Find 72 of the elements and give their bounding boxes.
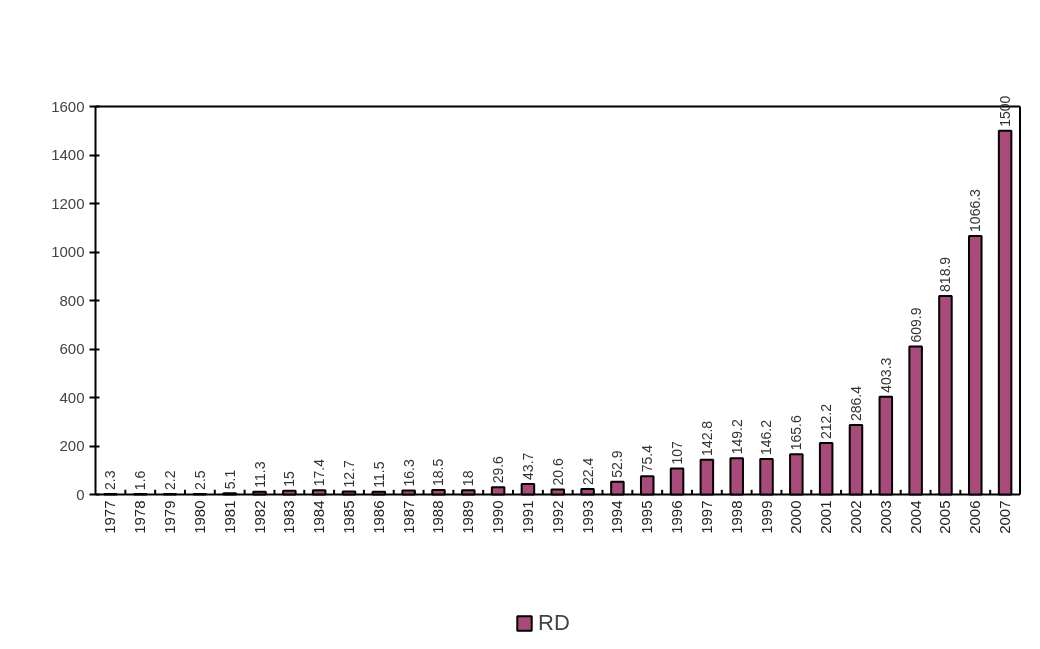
x-tick-label: 1989: [459, 500, 477, 534]
legend-label: RD: [538, 610, 570, 636]
data-label: 2.5: [191, 470, 208, 490]
x-tick-label: 1997: [697, 500, 715, 534]
data-label: 43.7: [519, 452, 536, 480]
x-tick-label: 1981: [220, 500, 238, 534]
data-label: 11.5: [370, 461, 387, 488]
x-tick-label: 1995: [638, 500, 656, 534]
x-tick-label: 1992: [548, 500, 566, 534]
x-tick-label: 1991: [518, 500, 536, 534]
x-tick-label: 2007: [996, 500, 1014, 534]
x-tick-label: 2006: [966, 500, 984, 534]
y-tick-label: 400: [59, 388, 85, 406]
x-tick-label: 2001: [817, 500, 835, 534]
data-label: 1500: [997, 95, 1014, 127]
x-tick-label: 1993: [578, 500, 596, 534]
x-tick-label: 1980: [190, 500, 208, 534]
x-tick-label: 2002: [846, 500, 864, 534]
x-tick-label: 2005: [936, 500, 954, 534]
data-label: 11.3: [251, 461, 268, 488]
y-tick-label: 1200: [51, 194, 85, 212]
x-tick-label: 1987: [399, 500, 417, 534]
data-label: 75.4: [639, 444, 656, 473]
data-label: 286.4: [847, 385, 864, 422]
x-tick-label: 1979: [161, 500, 179, 534]
x-tick-label: 1977: [101, 500, 119, 534]
x-tick-label: 1990: [489, 500, 507, 534]
data-label: 142.8: [698, 420, 715, 456]
data-label: 212.2: [818, 403, 835, 440]
x-tick-label: 1996: [668, 500, 686, 534]
x-tick-label: 1983: [280, 500, 298, 534]
y-tick-label: 1400: [51, 146, 85, 163]
data-label: 1.6: [132, 470, 149, 491]
x-tick-label: 1994: [608, 500, 626, 534]
data-label: 146.2: [758, 419, 775, 456]
x-tick-label: 1986: [369, 500, 387, 534]
data-label: 29.6: [490, 455, 507, 484]
data-label: 22.4: [579, 457, 596, 486]
data-label: 1066.3: [967, 188, 984, 232]
data-label: 818.9: [937, 256, 954, 292]
y-tick-label: 0: [76, 485, 85, 503]
x-tick-label: 2004: [906, 500, 924, 534]
x-tick-label: 2000: [787, 500, 805, 534]
data-label: 18.5: [430, 458, 447, 487]
data-label: 52.9: [609, 450, 626, 478]
data-label: 107: [669, 440, 686, 465]
data-label: 18: [460, 470, 477, 487]
x-tick-label: 1985: [339, 500, 357, 534]
data-label: 2.2: [162, 470, 179, 490]
data-label: 15: [281, 471, 298, 487]
data-label: 403.3: [877, 357, 894, 393]
y-tick-label: 800: [59, 291, 85, 309]
data-label: 609.9: [907, 307, 924, 343]
data-label: 149.2: [728, 419, 745, 455]
data-label: 12.7: [340, 459, 357, 488]
y-tick-label: 200: [59, 437, 85, 454]
data-label: 2.3: [102, 470, 119, 490]
x-tick-label: 1978: [131, 500, 149, 534]
x-tick-label: 1988: [429, 500, 447, 534]
data-label: 5.1: [221, 469, 238, 490]
x-tick-label: 1999: [757, 500, 775, 534]
data-label: 16.3: [400, 459, 417, 487]
x-tick-label: 1982: [250, 500, 268, 534]
data-label: 17.4: [311, 458, 328, 487]
y-tick-label: 600: [59, 340, 85, 357]
data-label: 20.6: [549, 458, 566, 486]
y-tick-label: 1600: [51, 97, 85, 115]
x-tick-label: 1998: [727, 500, 745, 534]
y-tick-label: 1000: [51, 243, 85, 260]
x-tick-label: 1984: [310, 500, 328, 534]
data-label: 165.6: [788, 415, 805, 451]
x-tick-label: 2003: [876, 500, 894, 534]
